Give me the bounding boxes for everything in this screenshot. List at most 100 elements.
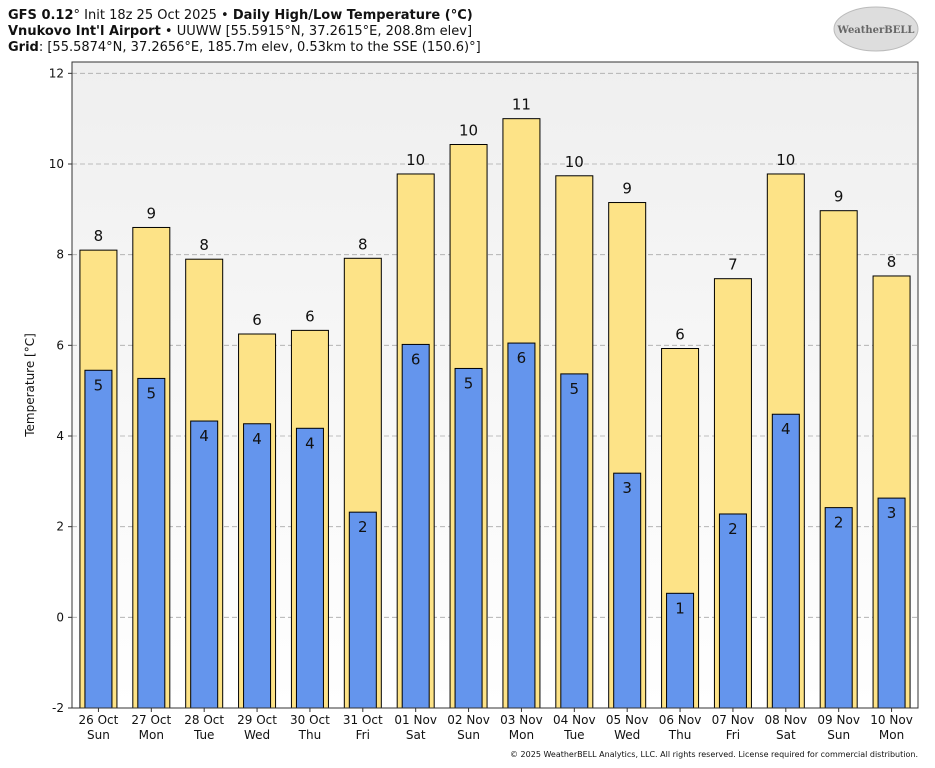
x-tick-label: 06 Nov (659, 713, 702, 727)
low-bar (613, 472, 642, 709)
value-label: 6 (411, 350, 421, 368)
x-tick-weekday: Fri (356, 728, 370, 742)
value-label: 9 (622, 180, 632, 198)
low-bar (507, 342, 536, 709)
title-line: Vnukovo Int'l Airport • UUWW [55.5915°N,… (8, 24, 472, 39)
y-tick-label: 2 (56, 520, 64, 534)
value-label: 6 (517, 349, 527, 367)
x-tick-weekday: Sat (406, 728, 426, 742)
value-label: 3 (887, 504, 897, 522)
low-bar (771, 413, 800, 709)
title-part: GFS 0.12 (8, 8, 74, 23)
low-bar (454, 367, 483, 709)
value-label: 5 (464, 374, 474, 392)
value-label: 8 (887, 253, 897, 271)
x-tick-weekday: Fri (726, 728, 740, 742)
x-tick-weekday: Mon (509, 728, 534, 742)
low-bar (824, 507, 853, 709)
value-label: 4 (781, 420, 791, 438)
value-label: 4 (252, 430, 262, 448)
low-bar (84, 369, 113, 709)
plot-frame (71, 61, 919, 709)
x-tick-label: 03 Nov (500, 713, 543, 727)
logo-badge (833, 6, 919, 52)
low-bar (243, 423, 272, 709)
y-tick-label: 4 (56, 429, 64, 443)
title-line: Grid: [55.5874°N, 37.2656°E, 185.7m elev… (8, 40, 481, 55)
x-tick-weekday: Mon (879, 728, 904, 742)
low-bar (560, 373, 589, 709)
value-label: 8 (199, 236, 209, 254)
value-label: 2 (728, 520, 738, 538)
title-part: • UUWW [55.5915°N, 37.2615°E, 208.8m ele… (161, 24, 472, 39)
value-label: 4 (305, 434, 315, 452)
y-tick-label: 6 (56, 338, 64, 352)
x-tick-label: 04 Nov (553, 713, 596, 727)
copyright: © 2025 WeatherBELL Analytics, LLC. All r… (510, 750, 918, 759)
x-tick-weekday: Sun (457, 728, 480, 742)
title-part: Daily High/Low Temperature (°C) (233, 8, 473, 23)
value-label: 4 (199, 427, 209, 445)
value-label: 7 (728, 256, 738, 274)
low-bar (295, 427, 324, 709)
low-bar (190, 420, 219, 709)
x-tick-label: 27 Oct (131, 713, 171, 727)
x-tick-weekday: Wed (244, 728, 270, 742)
x-tick-label: 09 Nov (817, 713, 860, 727)
y-tick-label: 10 (49, 157, 64, 171)
value-label: 6 (675, 326, 685, 344)
x-tick-weekday: Sun (87, 728, 110, 742)
y-axis-label: Temperature [°C] (23, 333, 37, 438)
value-label: 11 (512, 96, 531, 114)
x-tick-weekday: Tue (193, 728, 215, 742)
value-label: 10 (406, 151, 425, 169)
value-label: 6 (252, 311, 262, 329)
value-label: 9 (147, 204, 157, 222)
value-label: 10 (776, 151, 795, 169)
value-label: 2 (834, 514, 844, 532)
value-label: 2 (358, 518, 368, 536)
logo: WeatherBELL (837, 25, 915, 36)
value-label: 9 (834, 188, 844, 206)
value-label: 8 (358, 235, 368, 253)
y-tick-label: 8 (56, 248, 64, 262)
value-label: 5 (147, 384, 157, 402)
x-tick-label: 05 Nov (606, 713, 649, 727)
value-label: 10 (565, 153, 584, 171)
low-bar (718, 513, 747, 709)
x-tick-weekday: Sun (827, 728, 850, 742)
title-part: Grid (8, 40, 39, 55)
title-part: ° Init 18z 25 Oct 2025 • (74, 8, 233, 23)
y-tick-label: 0 (56, 610, 64, 624)
x-tick-weekday: Sat (776, 728, 796, 742)
x-tick-label: 10 Nov (870, 713, 913, 727)
value-label: 6 (305, 307, 315, 325)
title-line: GFS 0.12° Init 18z 25 Oct 2025 • Daily H… (8, 8, 473, 23)
low-bar (877, 497, 906, 709)
value-label: 5 (94, 376, 104, 394)
x-tick-label: 30 Oct (290, 713, 330, 727)
x-tick-label: 08 Nov (765, 713, 808, 727)
y-tick-label: 12 (49, 66, 64, 80)
value-label: 3 (622, 479, 632, 497)
value-label: 5 (570, 380, 580, 398)
title-part: Vnukovo Int'l Airport (8, 24, 161, 39)
low-bar (401, 343, 430, 709)
x-tick-label: 02 Nov (447, 713, 490, 727)
x-tick-weekday: Thu (298, 728, 322, 742)
title-part: : [55.5874°N, 37.2656°E, 185.7m elev, 0.… (39, 40, 481, 55)
x-tick-label: 29 Oct (237, 713, 277, 727)
low-bar (666, 592, 695, 709)
x-tick-label: 01 Nov (394, 713, 437, 727)
x-tick-label: 28 Oct (184, 713, 224, 727)
low-bar (137, 377, 166, 709)
value-label: 10 (459, 122, 478, 140)
x-tick-label: 26 Oct (79, 713, 119, 727)
x-tick-label: 31 Oct (343, 713, 383, 727)
y-tick-label: -2 (52, 701, 64, 715)
low-bar (348, 511, 377, 709)
x-tick-label: 07 Nov (712, 713, 755, 727)
value-label: 8 (94, 227, 104, 245)
